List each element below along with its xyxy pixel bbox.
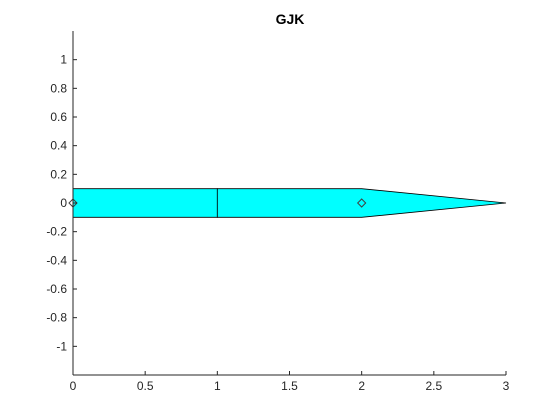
- x-tick-label: 1.5: [281, 379, 298, 393]
- shape-polygon-2: [216, 188, 507, 218]
- x-tick-label: 2.5: [425, 379, 442, 393]
- y-tick-label: 1: [60, 53, 67, 67]
- shape-polygon-1: [72, 188, 218, 218]
- y-tick-label: -1: [56, 339, 67, 353]
- x-tick-label: 0.5: [137, 379, 154, 393]
- y-tick-label: 0: [60, 196, 67, 210]
- x-tick-label: 0: [70, 379, 77, 393]
- y-tick-label: -0.8: [46, 311, 67, 325]
- y-tick-label: -0.6: [46, 282, 67, 296]
- x-tick-label: 2: [358, 379, 365, 393]
- shapes-layer: [72, 188, 507, 218]
- x-tick-label: 3: [503, 379, 510, 393]
- y-tick-label: 0.8: [50, 81, 67, 95]
- y-tick-label: 0.4: [50, 139, 67, 153]
- diamond-marker-2: [356, 198, 367, 208]
- y-tick-label: -0.2: [46, 225, 67, 239]
- chart-title: GJK: [276, 11, 305, 27]
- y-tick-label: 0.6: [50, 110, 67, 124]
- y-tick-label: 0.2: [50, 167, 67, 181]
- axes: 0 0.5 1 1.5 2 2.5 3 1 0.8 0.6 0.4 0.2 0 -0.2 -0.4 -0.6 -…: [46, 31, 510, 393]
- x-tick-label: 1: [214, 379, 221, 393]
- y-tick-label: -0.4: [46, 253, 67, 267]
